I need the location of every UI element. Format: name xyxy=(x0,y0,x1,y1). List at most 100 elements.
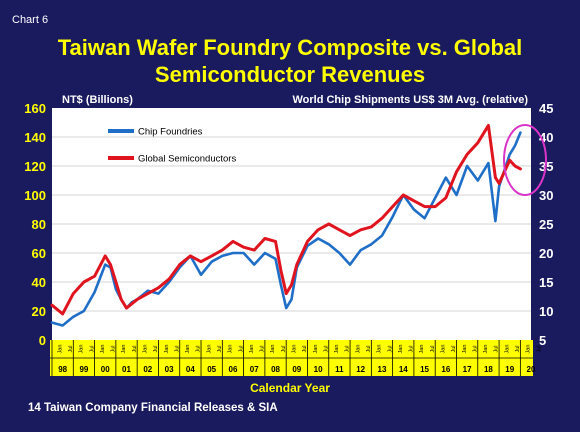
right-tick-label: 25 xyxy=(539,217,553,232)
month-tick-label: Jul xyxy=(174,345,180,352)
year-tick-label: 17 xyxy=(463,365,472,374)
month-tick-label: Jul xyxy=(536,345,542,352)
month-tick-label: Jul xyxy=(387,345,393,352)
year-tick-label: 09 xyxy=(292,365,301,374)
series-line-global-semiconductors xyxy=(50,123,522,316)
right-axis-label: World Chip Shipments US$ 3M Avg. (relati… xyxy=(292,94,528,106)
month-tick-label: Jan xyxy=(206,345,212,354)
year-tick-label: 98 xyxy=(58,365,67,374)
right-tick-label: 5 xyxy=(539,333,546,348)
year-tick-label: 07 xyxy=(250,365,259,374)
month-tick-label: Jan xyxy=(526,345,532,354)
year-tick-label: 16 xyxy=(441,365,450,374)
month-tick-label: Jul xyxy=(494,345,500,352)
month-tick-label: Jan xyxy=(270,345,276,354)
year-tick-label: 15 xyxy=(420,365,429,374)
year-tick-label: 04 xyxy=(186,365,195,374)
right-tick-label: 45 xyxy=(539,101,553,116)
month-tick-label: Jan xyxy=(483,345,489,354)
month-tick-label: Jan xyxy=(441,345,447,354)
x-axis-label: Calendar Year xyxy=(250,381,330,395)
month-tick-label: Jan xyxy=(142,345,148,354)
month-tick-label: Jul xyxy=(515,345,521,352)
left-tick-label: 160 xyxy=(24,101,46,116)
source-note: 14 Taiwan Company Financial Releases & S… xyxy=(28,402,278,414)
year-tick-label: 11 xyxy=(335,365,344,374)
month-tick-label: Jan xyxy=(121,345,127,354)
left-tick-label: 0 xyxy=(39,333,46,348)
month-tick-label: Jan xyxy=(313,345,319,354)
year-tick-label: 00 xyxy=(101,365,110,374)
month-tick-label: Jul xyxy=(345,345,351,352)
month-tick-label: Jul xyxy=(217,345,223,352)
month-tick-label: Jan xyxy=(100,345,106,354)
month-tick-label: Jul xyxy=(111,345,117,352)
highlight-circle xyxy=(503,124,547,196)
legend-label-chip-foundries: Chip Foundries xyxy=(138,127,203,138)
month-tick-label: Jan xyxy=(377,345,383,354)
year-tick-label: 18 xyxy=(484,365,493,374)
left-tick-label: 100 xyxy=(24,188,46,203)
month-tick-label: Jul xyxy=(132,345,138,352)
year-tick-label: 12 xyxy=(356,365,365,374)
year-tick-label: 06 xyxy=(229,365,238,374)
month-tick-label: Jan xyxy=(79,345,85,354)
chart-title-line-2: Semiconductor Revenues xyxy=(154,62,426,87)
left-tick-label: 40 xyxy=(32,275,46,290)
left-tick-label: 140 xyxy=(24,130,46,145)
month-tick-label: Jul xyxy=(89,345,95,352)
x-axis-strip: Jan Jul 98 Jan Jul 99 Jan Jul 00 Jan Jul 01 Jan Jul 02… xyxy=(50,340,542,376)
chart-number: Chart 6 xyxy=(12,14,49,26)
month-tick-label: Jul xyxy=(153,345,159,352)
right-tick-label: 10 xyxy=(539,304,553,319)
month-tick-label: Jan xyxy=(504,345,510,354)
chart-title-line-1: Taiwan Wafer Foundry Composite vs. Globa… xyxy=(57,35,523,60)
month-tick-label: Jul xyxy=(260,345,266,352)
year-tick-label: 08 xyxy=(271,365,280,374)
year-tick-label: 01 xyxy=(122,365,131,374)
legend-label-global-semis: Global Semiconductors xyxy=(138,154,236,165)
month-tick-label: Jan xyxy=(419,345,425,354)
month-tick-label: Jan xyxy=(57,345,63,354)
series-lines xyxy=(50,123,522,327)
month-tick-label: Jan xyxy=(355,345,361,354)
month-tick-label: Jul xyxy=(323,345,329,352)
month-tick-label: Jul xyxy=(302,345,308,352)
left-axis-label: NT$ (Billions) xyxy=(62,94,133,106)
year-tick-label: 13 xyxy=(378,365,387,374)
year-tick-label: 05 xyxy=(207,365,216,374)
month-tick-label: Jul xyxy=(472,345,478,352)
month-tick-label: Jul xyxy=(68,345,74,352)
month-tick-label: Jul xyxy=(196,345,202,352)
right-tick-label: 30 xyxy=(539,188,553,203)
month-tick-label: Jan xyxy=(334,345,340,354)
year-tick-label: 19 xyxy=(505,365,514,374)
legend: Chip Foundries Global Semiconductors xyxy=(108,127,236,165)
year-tick-label: 20 xyxy=(527,365,536,374)
month-tick-label: Jul xyxy=(409,345,415,352)
left-tick-label: 60 xyxy=(32,246,46,261)
left-axis-ticks: 0 20 40 60 80 100 120 140 160 xyxy=(24,101,46,348)
left-tick-label: 120 xyxy=(24,159,46,174)
year-tick-label: 02 xyxy=(143,365,152,374)
month-tick-label: Jul xyxy=(281,345,287,352)
left-tick-label: 20 xyxy=(32,304,46,319)
month-tick-label: Jan xyxy=(398,345,404,354)
right-tick-label: 15 xyxy=(539,275,553,290)
month-tick-label: Jan xyxy=(292,345,298,354)
year-tick-label: 99 xyxy=(79,365,88,374)
right-tick-label: 20 xyxy=(539,246,553,261)
left-tick-label: 80 xyxy=(32,217,46,232)
month-tick-label: Jan xyxy=(462,345,468,354)
year-tick-label: 14 xyxy=(399,365,408,374)
month-tick-label: Jan xyxy=(164,345,170,354)
month-tick-label: Jul xyxy=(238,345,244,352)
month-tick-label: Jan xyxy=(228,345,234,354)
year-tick-label: 10 xyxy=(314,365,323,374)
month-tick-label: Jul xyxy=(366,345,372,352)
month-tick-label: Jan xyxy=(249,345,255,354)
month-tick-label: Jan xyxy=(185,345,191,354)
gridlines xyxy=(52,136,531,312)
